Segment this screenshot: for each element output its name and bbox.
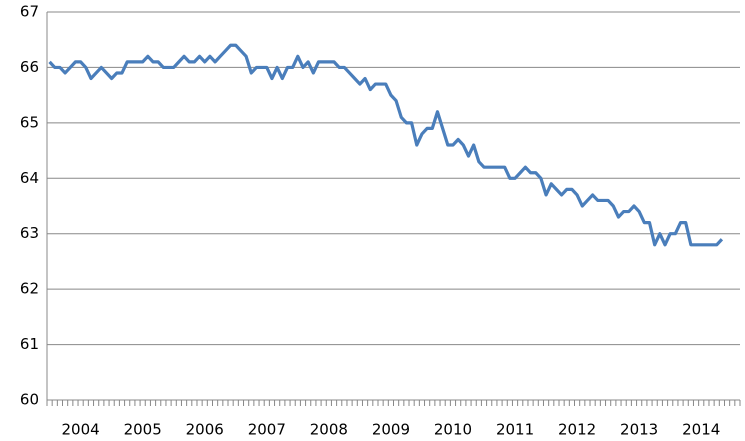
y-tick-label: 60 <box>20 391 39 409</box>
x-tick-label: 2005 <box>124 421 162 439</box>
x-tick-label: 2007 <box>248 421 286 439</box>
x-tick-label: 2004 <box>62 421 100 439</box>
y-tick-label: 64 <box>20 169 39 187</box>
y-tick-label: 66 <box>20 58 39 76</box>
y-tick-label: 65 <box>20 113 39 131</box>
x-tick-label: 2013 <box>620 421 658 439</box>
x-tick-label: 2006 <box>186 421 224 439</box>
x-tick-label: 2008 <box>310 421 348 439</box>
x-tick-label: 2014 <box>682 421 720 439</box>
y-tick-label: 61 <box>20 335 39 353</box>
x-tick-label: 2009 <box>372 421 410 439</box>
x-tick-label: 2012 <box>558 421 596 439</box>
y-tick-label: 63 <box>20 224 39 242</box>
x-tick-label: 2011 <box>496 421 534 439</box>
data-line <box>48 43 724 247</box>
y-tick-label: 67 <box>20 3 39 21</box>
x-tick-label: 2010 <box>434 421 472 439</box>
y-tick-label: 62 <box>20 280 39 298</box>
